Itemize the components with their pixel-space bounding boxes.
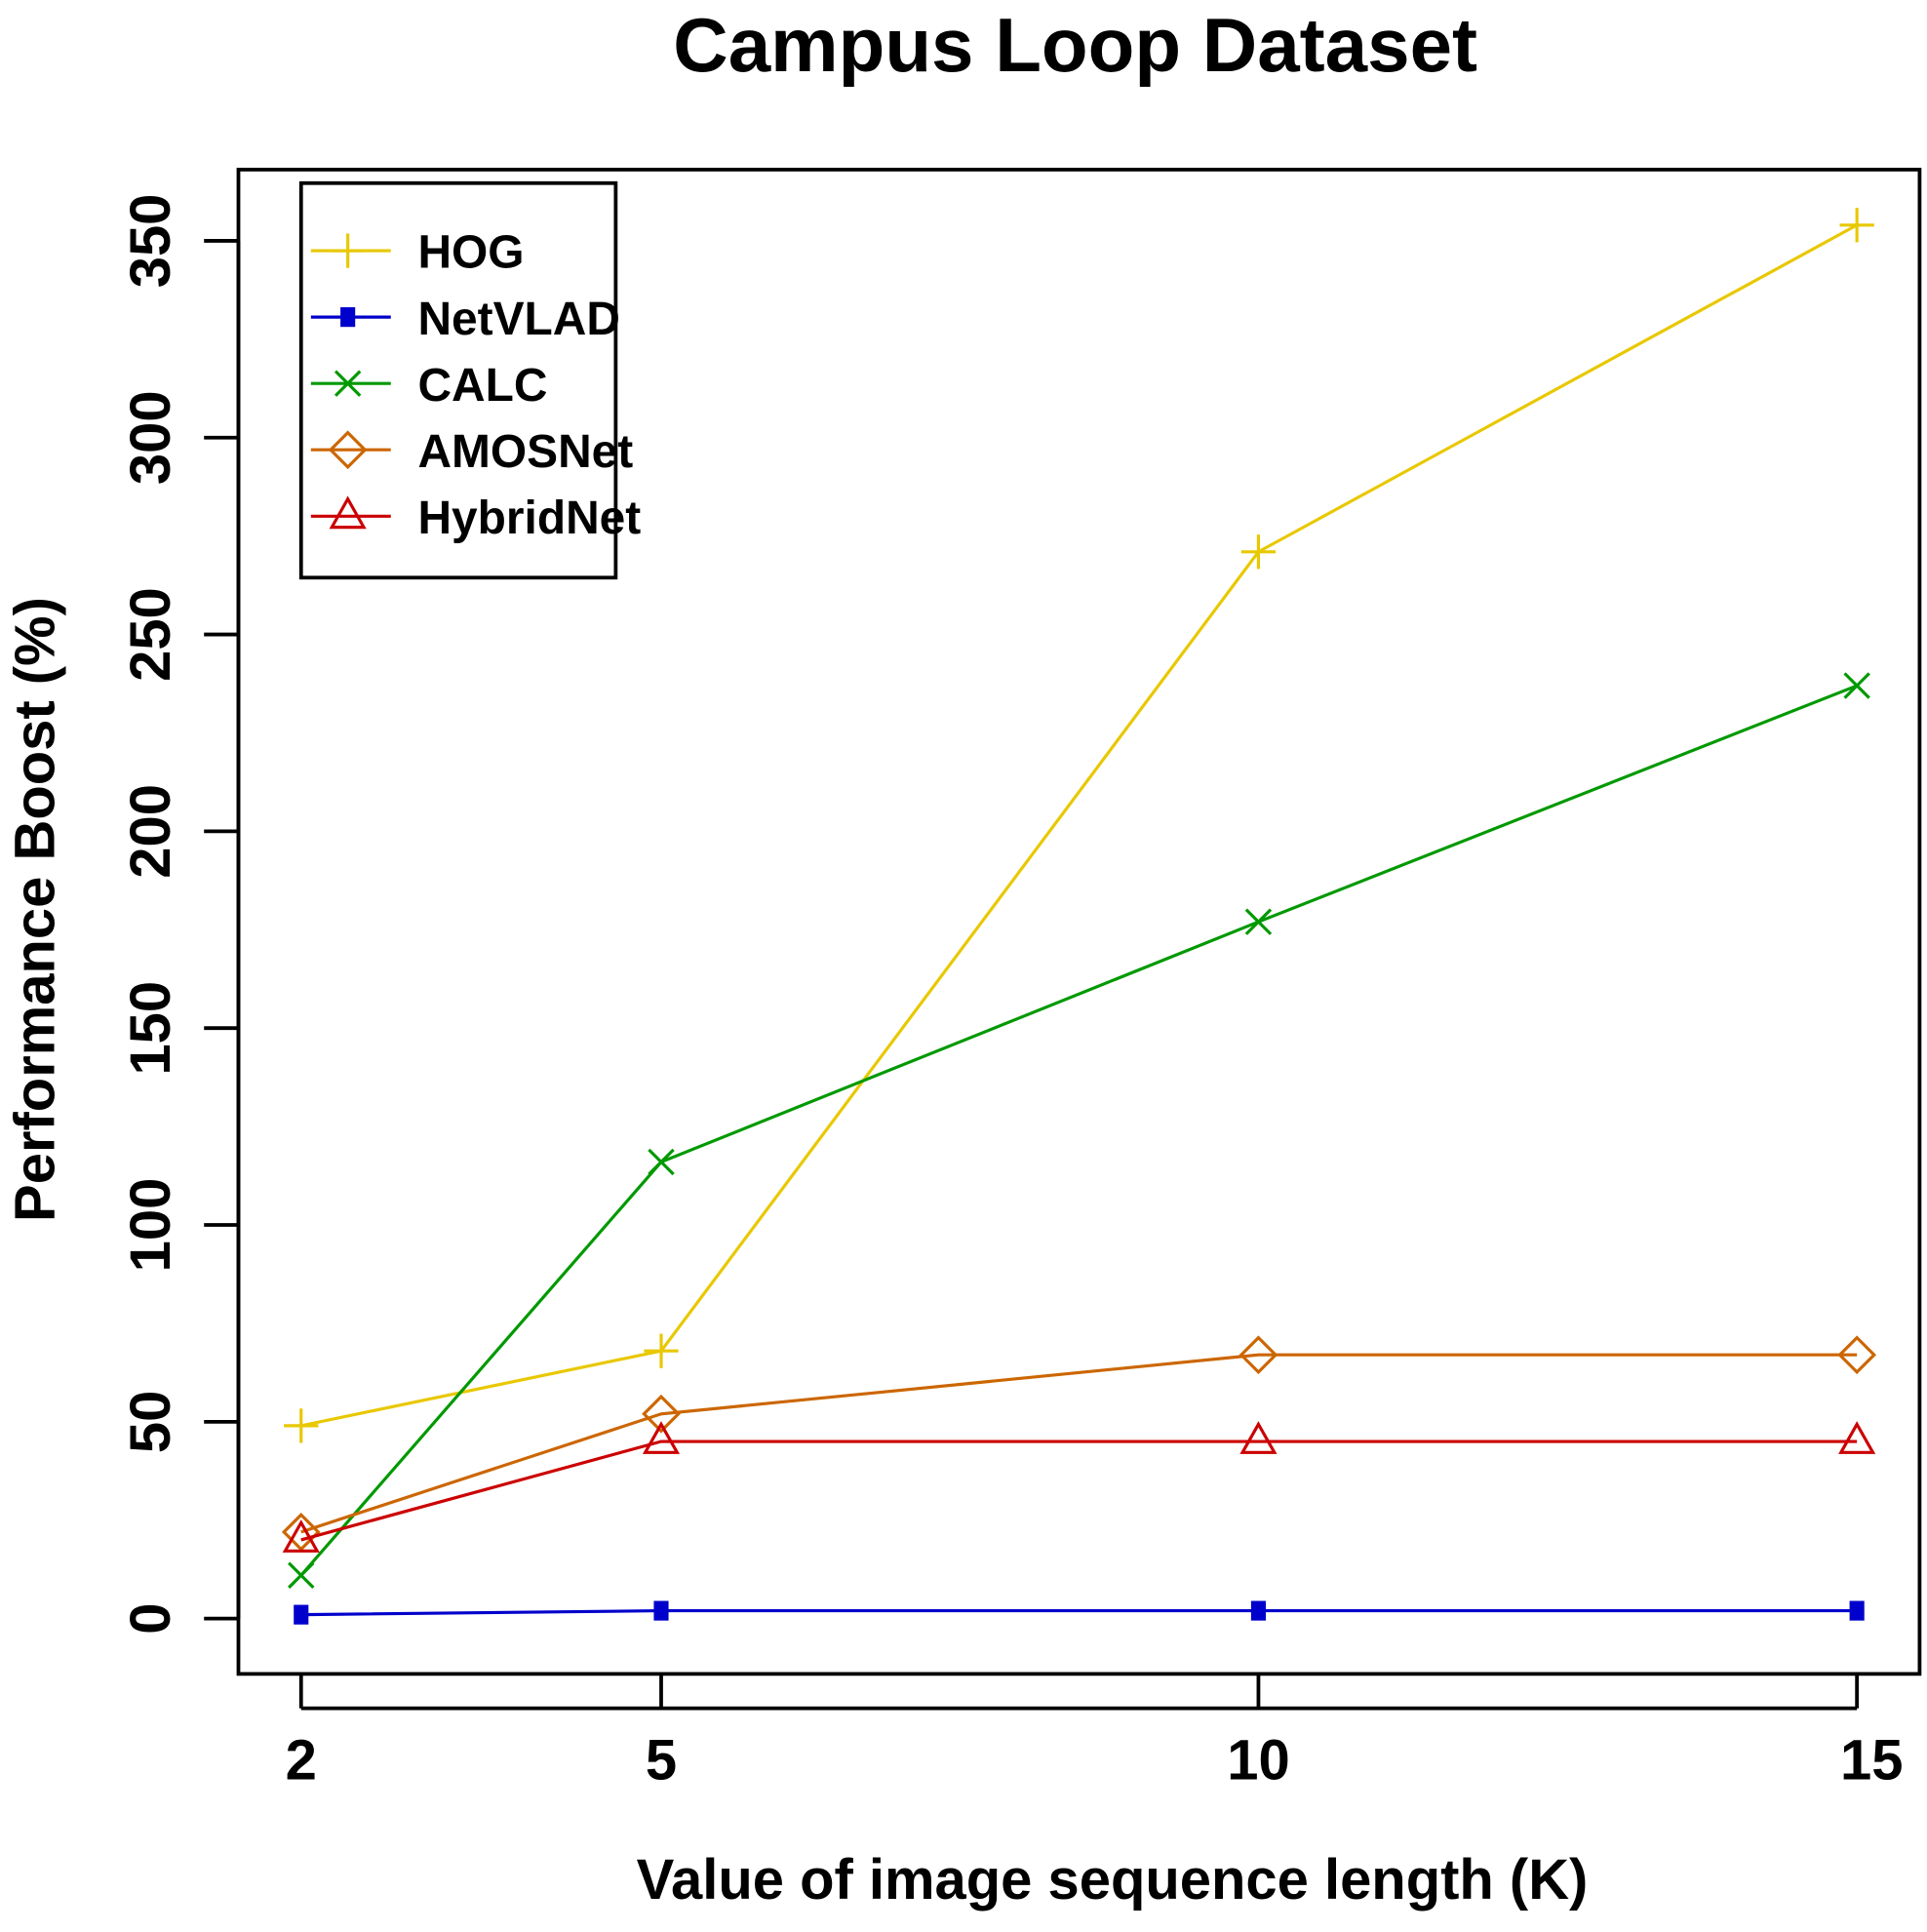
- y-tick-label: 50: [120, 1391, 182, 1453]
- series-lines: [281, 208, 1877, 1625]
- legend: HOG NetVLAD CALC AMOSNet HybridNet: [298, 180, 641, 580]
- y-tick-label: 200: [120, 784, 182, 879]
- y-axis: 0 50 100 150 200 250 300 350: [120, 194, 241, 1635]
- y-axis-label: Performance Boost (%): [4, 597, 66, 1222]
- y-tick-label: 300: [120, 390, 182, 485]
- series-hybridnet: [282, 1421, 1876, 1553]
- x-tick-label: 15: [1840, 1730, 1903, 1793]
- series-hog: [284, 208, 1874, 1443]
- legend-label: NetVLAD: [417, 294, 619, 345]
- y-tick-label: 350: [120, 194, 182, 289]
- legend-label: AMOSNet: [417, 426, 633, 478]
- legend-item-calc: CALC: [310, 360, 547, 412]
- y-tick-label: 0: [120, 1603, 182, 1635]
- y-tick-label: 250: [120, 587, 182, 682]
- x-tick-label: 2: [286, 1730, 317, 1793]
- legend-label: HybridNet: [417, 493, 641, 544]
- series-calc: [288, 672, 1870, 1589]
- chart-title: Campus Loop Dataset: [673, 2, 1477, 88]
- y-tick-label: 100: [120, 1178, 182, 1273]
- x-axis-label: Value of image sequence length (K): [637, 1849, 1589, 1912]
- y-tick-label: 150: [120, 981, 182, 1076]
- legend-item-netvlad: NetVLAD: [310, 294, 620, 345]
- legend-item-amosnet: AMOSNet: [310, 426, 633, 478]
- series-amosnet: [281, 1335, 1877, 1552]
- x-tick-label: 10: [1227, 1730, 1289, 1793]
- legend-item-hog: HOG: [310, 227, 525, 279]
- legend-label: HOG: [417, 227, 524, 279]
- x-tick-label: 5: [646, 1730, 677, 1793]
- legend-label: CALC: [417, 360, 547, 412]
- series-netvlad: [294, 1600, 1865, 1625]
- x-axis: 2 5 10 15: [286, 1674, 1904, 1793]
- legend-item-hybridnet: HybridNet: [310, 493, 641, 544]
